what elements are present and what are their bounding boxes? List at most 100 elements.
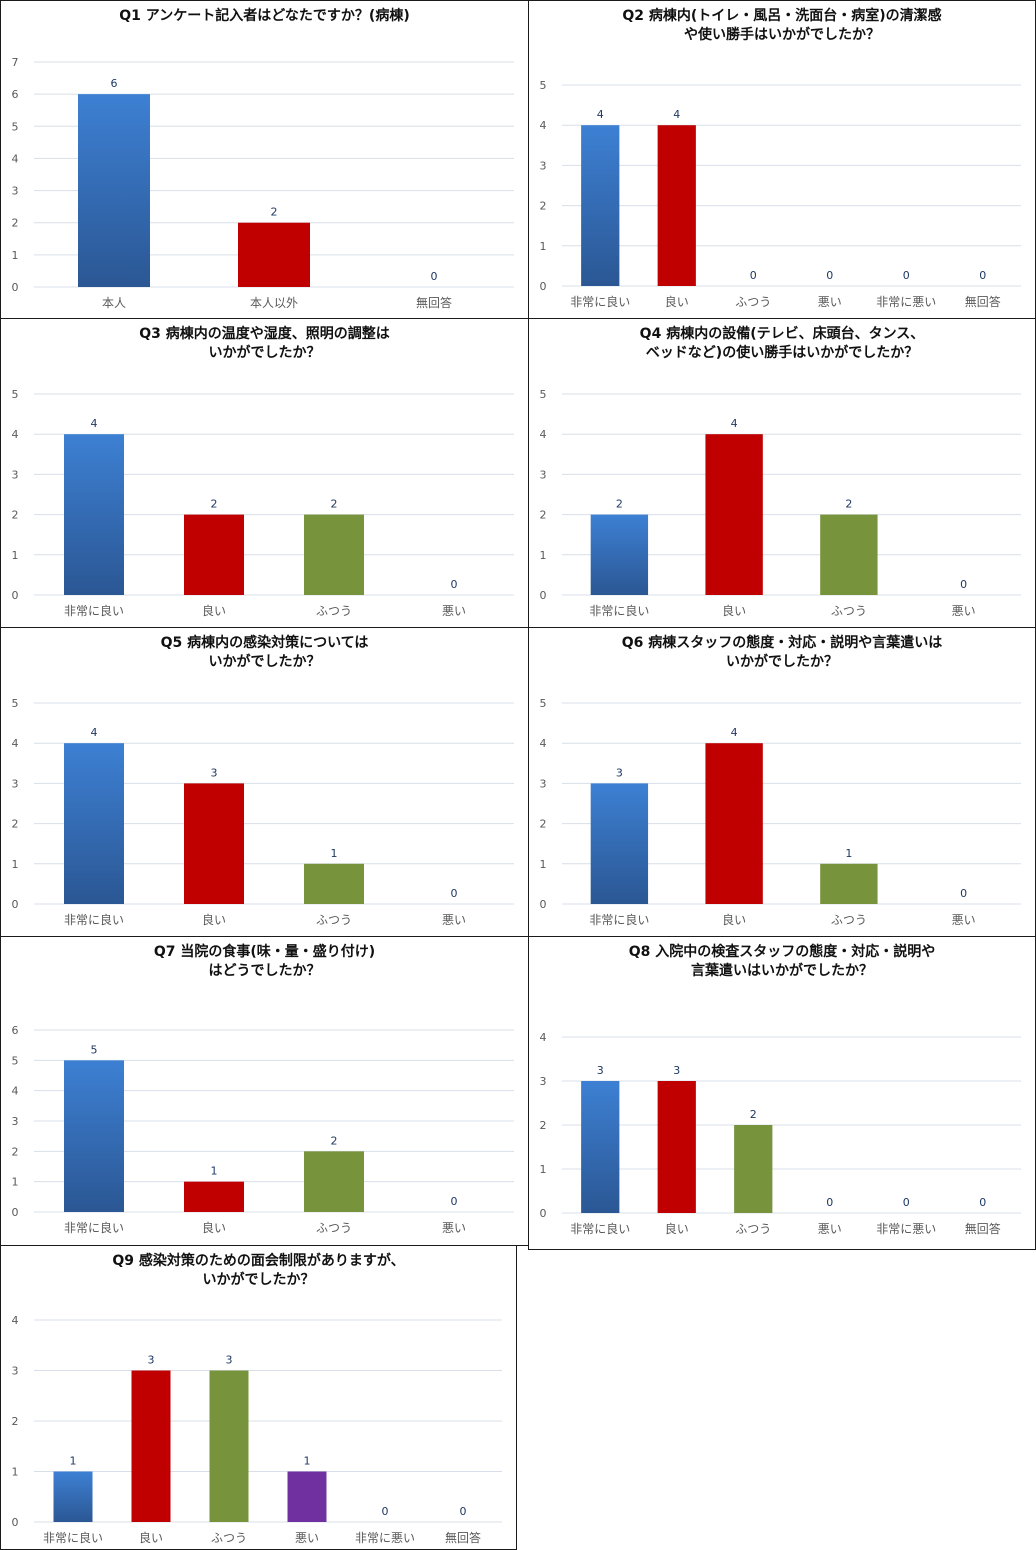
chart-plot-q3: 0 1 2 3 4 5 4 非常に良い 2 良い 2 ふつう 0 悪い [12, 388, 514, 618]
data-label: 1 [331, 847, 338, 860]
chart-title-line: いかがでしたか？ [208, 654, 321, 670]
chart-panel-q4: Q4 病棟内の設備(テレビ、床頭台、タンス、 ベッドなど)の使い勝手はいかがでした… [528, 318, 1036, 628]
bar-2 [734, 1125, 773, 1213]
data-label: 2 [750, 1108, 757, 1121]
y-tick-label: 2 [540, 1119, 547, 1132]
bar-1 [131, 1370, 171, 1522]
data-label: 2 [331, 1134, 338, 1147]
chart-title: Q4 病棟内の設備(テレビ、床頭台、タンス、 ベッドなど)の使い勝手はいかがでした… [529, 325, 1035, 363]
bar-0 [64, 743, 124, 904]
y-tick-label: 4 [540, 1031, 547, 1044]
chart-panel-q2: Q2 病棟内(トイレ・風呂・洗面台・病室)の清潔感 や使い勝手はいかがでしたか？ 0… [528, 0, 1036, 319]
x-tick-label: 悪い [818, 1222, 842, 1236]
x-tick-label: 悪い [442, 1221, 466, 1235]
y-tick-label: 5 [540, 388, 547, 401]
x-tick-label: 悪い [442, 913, 466, 927]
y-tick-label: 1 [540, 549, 547, 562]
x-tick-label: 非常に良い [570, 1221, 630, 1236]
y-tick-label: 1 [540, 858, 547, 871]
x-tick-label: 無回答 [445, 1530, 481, 1545]
x-tick-label: 良い [665, 294, 689, 309]
chart-plot-q9: 0 1 2 3 4 1 非常に良い 3 良い 3 ふつう 1 悪い 0 非常に悪い 0 無回答 [12, 1314, 502, 1545]
x-tick-label: ふつう [831, 604, 867, 618]
chart-title: Q9 感染対策のための面会制限がありますが、 いかがでしたか？ [1, 1252, 516, 1290]
data-label: 0 [451, 1195, 458, 1208]
data-label: 0 [451, 578, 458, 591]
chart-panel-q5: Q5 病棟内の感染対策については いかがでしたか？ 0 1 2 3 4 5 4 非常に良い 3 良い 1… [0, 627, 529, 937]
chart-title-line: 言葉遣いはいかがでしたか？ [691, 963, 873, 979]
data-label: 0 [903, 1196, 910, 1209]
data-label: 1 [304, 1455, 311, 1468]
y-tick-label: 4 [12, 1085, 19, 1098]
x-tick-label: 非常に良い [570, 294, 630, 309]
bar-1 [184, 514, 244, 595]
bar-0 [590, 514, 649, 595]
chart-plot-q1: 0 1 2 3 4 5 6 7 6 本人 2 本人以外 0 無回答 [12, 56, 514, 310]
y-tick-label: 1 [12, 249, 19, 262]
bar-0 [590, 783, 649, 904]
y-tick-label: 4 [12, 737, 19, 750]
data-label: 0 [431, 270, 438, 283]
y-tick-label: 2 [12, 1145, 19, 1158]
x-tick-label: 良い [139, 1530, 163, 1545]
y-tick-label: 5 [12, 697, 19, 710]
y-tick-label: 7 [12, 56, 19, 69]
x-tick-label: ふつう [316, 604, 352, 618]
y-tick-label: 1 [12, 858, 19, 871]
chart-panel-q6: Q6 病棟スタッフの態度・対応・説明や言葉遣いは いかがでしたか？ 0 1 2 3 4 5 3 非… [528, 627, 1036, 937]
y-tick-label: 3 [12, 777, 19, 790]
y-tick-label: 0 [12, 281, 19, 294]
data-label: 0 [960, 887, 967, 900]
y-tick-label: 5 [12, 120, 19, 133]
x-tick-label: ふつう [735, 1222, 771, 1236]
y-tick-label: 4 [12, 152, 19, 165]
chart-title: Q8 入院中の検査スタッフの態度・対応・説明や 言葉遣いはいかがでしたか？ [529, 943, 1035, 981]
chart-title: Q1 アンケート記入者はどなたですか？(病棟) [1, 7, 528, 26]
data-label: 1 [70, 1455, 77, 1468]
chart-title-line: Q7 当院の食事(味・量・盛り付け) [153, 944, 376, 960]
x-tick-label: 非常に良い [64, 1220, 124, 1235]
y-tick-label: 3 [540, 1075, 547, 1088]
x-tick-label: 良い [722, 912, 746, 927]
y-tick-label: 4 [12, 1314, 19, 1327]
x-tick-label: ふつう [831, 913, 867, 927]
chart-title-line: Q1 アンケート記入者はどなたですか？(病棟) [119, 8, 410, 24]
y-tick-label: 3 [12, 1365, 19, 1378]
chart-title-line: Q8 入院中の検査スタッフの態度・対応・説明や [628, 944, 936, 960]
chart-plot-q5: 0 1 2 3 4 5 4 非常に良い 3 良い 1 ふつう 0 悪い [12, 697, 514, 927]
chart-panel-q7: Q7 当院の食事(味・量・盛り付け) はどうでしたか？ 0 1 2 3 4 5 6 5 非常に良い 1… [0, 936, 529, 1246]
y-tick-label: 0 [540, 1207, 547, 1220]
y-tick-label: 3 [540, 159, 547, 172]
data-label: 0 [979, 1196, 986, 1209]
x-tick-label: 無回答 [965, 294, 1001, 309]
y-tick-label: 2 [12, 818, 19, 831]
bar-0 [64, 434, 124, 595]
chart-title: Q3 病棟内の温度や湿度、照明の調整は いかがでしたか？ [1, 325, 528, 363]
x-tick-label: 非常に良い [589, 603, 649, 618]
data-label: 1 [211, 1165, 218, 1178]
y-tick-label: 2 [12, 509, 19, 522]
chart-title-line: Q9 感染対策のための面会制限がありますが、 [112, 1253, 405, 1269]
bar-2 [209, 1370, 249, 1522]
data-label: 4 [597, 108, 604, 121]
data-label: 0 [960, 578, 967, 591]
y-tick-label: 0 [12, 898, 19, 911]
x-tick-label: ふつう [735, 295, 771, 309]
y-tick-label: 3 [12, 1115, 19, 1128]
x-tick-label: 本人 [102, 296, 126, 310]
x-tick-label: 非常に良い [589, 912, 649, 927]
bar-2 [304, 863, 364, 904]
data-label: 2 [616, 498, 623, 511]
y-tick-label: 6 [12, 1024, 19, 1037]
x-tick-label: ふつう [316, 1221, 352, 1235]
chart-title-line: Q4 病棟内の設備(テレビ、床頭台、タンス、 [639, 326, 925, 342]
x-tick-label: 悪い [952, 604, 976, 618]
x-tick-label: 無回答 [416, 295, 452, 310]
x-tick-label: 非常に悪い [876, 295, 936, 309]
data-label: 0 [750, 269, 757, 282]
y-tick-label: 2 [540, 818, 547, 831]
bar-1 [705, 743, 763, 904]
chart-title-line: Q5 病棟内の感染対策については [160, 635, 369, 651]
y-tick-label: 4 [12, 428, 19, 441]
data-label: 2 [331, 498, 338, 511]
